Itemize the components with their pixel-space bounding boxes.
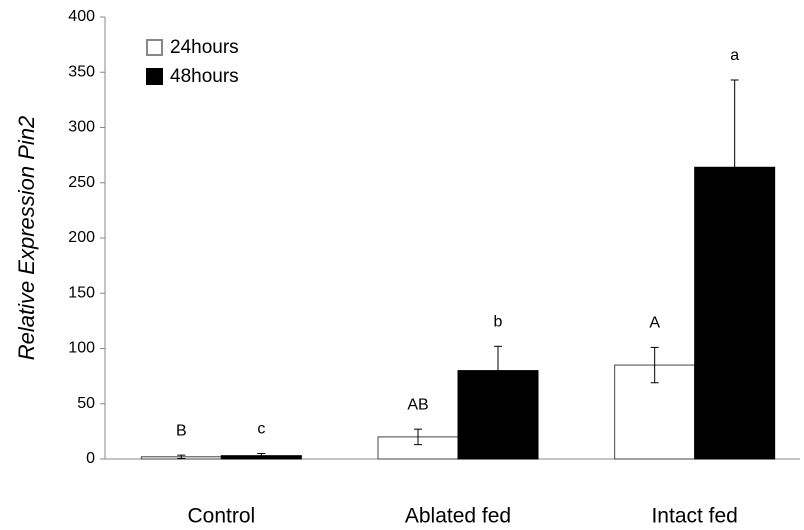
error-bar (414, 428, 422, 446)
y-tick-label: 250 (68, 174, 95, 191)
x-tick-label: Ablated fed (405, 505, 511, 528)
y-tick-label: 0 (86, 450, 95, 467)
y-tick-label: 50 (77, 395, 95, 412)
annotation: c (257, 421, 265, 438)
y-tick-label: 300 (68, 119, 95, 136)
error-bar (257, 452, 266, 459)
legend-label: 48hours (170, 66, 239, 87)
y-tick-label: 200 (68, 229, 95, 246)
error-bar (177, 454, 186, 459)
annotation: AB (407, 396, 428, 413)
error-bar (494, 345, 502, 396)
legend-swatch (146, 39, 163, 56)
annotation: b (494, 314, 503, 331)
error-bar (650, 346, 659, 384)
annotation: a (730, 47, 739, 64)
annotation: A (649, 315, 660, 332)
y-axis-label: Relative Expression Pin2 (14, 116, 39, 361)
error-bar (730, 79, 739, 256)
y-tick-label: 150 (68, 284, 95, 301)
y-tick-label: 400 (68, 8, 95, 25)
legend-swatch (146, 68, 163, 85)
annotation: B (176, 422, 187, 439)
y-tick-label: 100 (68, 340, 95, 357)
y-tick-label: 350 (68, 63, 95, 80)
legend-label: 24hours (170, 37, 239, 58)
x-tick-label: Intact fed (651, 505, 737, 528)
x-tick-label: Control (187, 505, 255, 528)
